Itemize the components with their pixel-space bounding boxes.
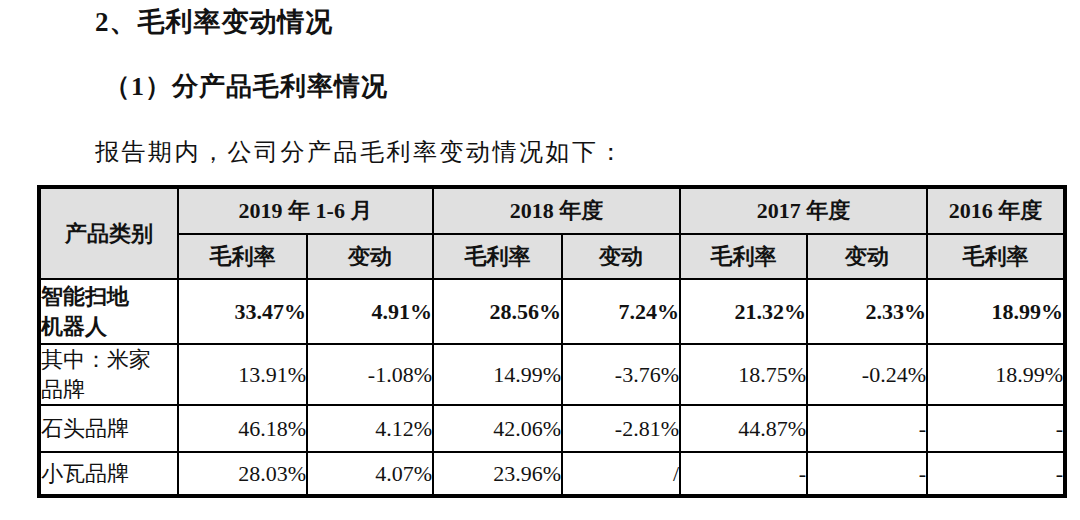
row-label-line: 石头品牌 xyxy=(41,414,177,444)
table-cell: 14.99% xyxy=(433,344,562,405)
table-cell: / xyxy=(562,452,680,496)
table-cell: -0.24% xyxy=(807,344,927,405)
table-header-metric-row: 毛利率 变动 毛利率 变动 毛利率 变动 毛利率 xyxy=(39,234,1065,279)
table-cell: 18.99% xyxy=(927,279,1065,344)
subheader-2017-margin: 毛利率 xyxy=(680,234,807,279)
subheader-2017-change: 变动 xyxy=(807,234,927,279)
document-page: 2、毛利率变动情况 （1）分产品毛利率情况 报告期内，公司分产品毛利率变动情况如… xyxy=(0,0,1080,520)
table-cell: - xyxy=(807,405,927,452)
table-cell: 4.07% xyxy=(307,452,433,496)
row-label: 智能扫地 机器人 xyxy=(39,279,178,344)
row-label: 小瓦品牌 xyxy=(39,452,178,496)
table-cell: -1.08% xyxy=(307,344,433,405)
table-cell: - xyxy=(927,405,1065,452)
table-cell: - xyxy=(807,452,927,496)
table-cell: 33.47% xyxy=(178,279,307,344)
subheader-2018-margin: 毛利率 xyxy=(433,234,562,279)
header-product-category: 产品类别 xyxy=(39,187,178,279)
table-row-smart-vacuum: 智能扫地 机器人 33.47% 4.91% 28.56% 7.24% 21.32… xyxy=(39,279,1065,344)
table-cell: 21.32% xyxy=(680,279,807,344)
table-cell: 18.99% xyxy=(927,344,1065,405)
table-cell: 18.75% xyxy=(680,344,807,405)
table-cell: 4.91% xyxy=(307,279,433,344)
header-period-2017: 2017 年度 xyxy=(680,187,927,234)
gross-margin-table: 产品类别 2019 年 1-6 月 2018 年度 2017 年度 2016 年… xyxy=(37,185,1067,498)
table-row-xiaowa-brand: 小瓦品牌 28.03% 4.07% 23.96% / - - - xyxy=(39,452,1065,496)
table-cell: -3.76% xyxy=(562,344,680,405)
row-label-line: 机器人 xyxy=(41,312,177,342)
table-cell: -2.81% xyxy=(562,405,680,452)
table-cell: 7.24% xyxy=(562,279,680,344)
subheader-2019-change: 变动 xyxy=(307,234,433,279)
header-period-2018: 2018 年度 xyxy=(433,187,680,234)
table-cell: 28.03% xyxy=(178,452,307,496)
table-row-mijia-brand: 其中：米家 品牌 13.91% -1.08% 14.99% -3.76% 18.… xyxy=(39,344,1065,405)
table-cell: 44.87% xyxy=(680,405,807,452)
table-cell: 42.06% xyxy=(433,405,562,452)
row-label-line: 小瓦品牌 xyxy=(41,459,177,489)
table-cell: 23.96% xyxy=(433,452,562,496)
table-cell: 2.33% xyxy=(807,279,927,344)
table-cell: - xyxy=(680,452,807,496)
table-row-roborock-brand: 石头品牌 46.18% 4.12% 42.06% -2.81% 44.87% -… xyxy=(39,405,1065,452)
header-period-2019h1: 2019 年 1-6 月 xyxy=(178,187,433,234)
table-cell: 4.12% xyxy=(307,405,433,452)
section-title: 2、毛利率变动情况 xyxy=(95,4,334,40)
subsection-title: （1）分产品毛利率情况 xyxy=(104,69,388,104)
row-label-line: 品牌 xyxy=(41,375,177,405)
header-period-2016: 2016 年度 xyxy=(927,187,1065,234)
row-label-line: 其中：米家 xyxy=(41,345,177,375)
row-label-line: 智能扫地 xyxy=(41,282,177,312)
row-label: 其中：米家 品牌 xyxy=(39,344,178,405)
subheader-2018-change: 变动 xyxy=(562,234,680,279)
row-label: 石头品牌 xyxy=(39,405,178,452)
subheader-2019-margin: 毛利率 xyxy=(178,234,307,279)
intro-text: 报告期内，公司分产品毛利率变动情况如下： xyxy=(95,136,625,168)
table-cell: 28.56% xyxy=(433,279,562,344)
subheader-2016-margin: 毛利率 xyxy=(927,234,1065,279)
table-cell: 13.91% xyxy=(178,344,307,405)
table-cell: - xyxy=(927,452,1065,496)
table-cell: 46.18% xyxy=(178,405,307,452)
table-header-period-row: 产品类别 2019 年 1-6 月 2018 年度 2017 年度 2016 年… xyxy=(39,187,1065,234)
